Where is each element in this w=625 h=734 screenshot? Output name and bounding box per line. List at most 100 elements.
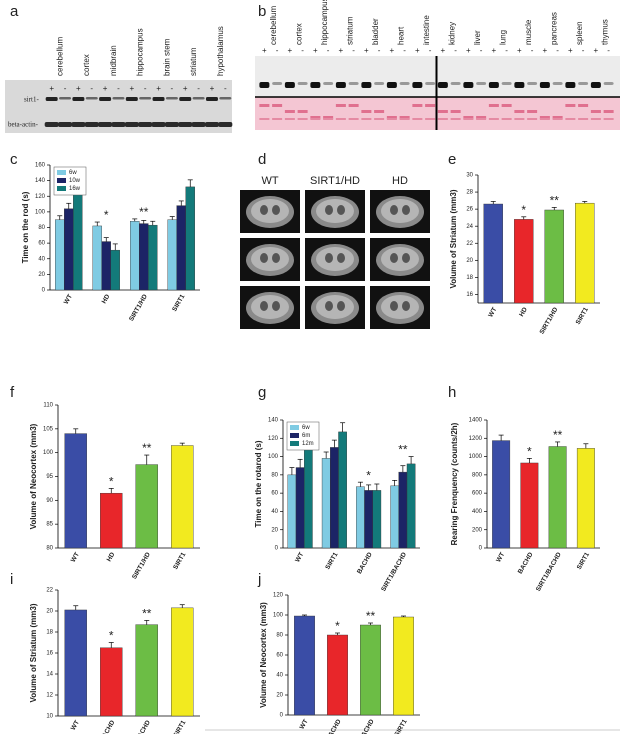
y-tick-label: 20 <box>38 272 45 278</box>
y-tick-label: 1000 <box>469 454 483 460</box>
band <box>565 82 576 88</box>
band <box>191 122 206 127</box>
band <box>112 97 125 100</box>
x-tick-label: BACHD <box>325 718 343 734</box>
bar <box>64 208 74 291</box>
stain-band <box>590 118 601 120</box>
band <box>348 82 359 85</box>
stain-band <box>514 110 525 113</box>
x-tick-label: WT <box>70 551 81 563</box>
error-bar <box>297 458 303 468</box>
x-tick-label: HD <box>518 306 529 318</box>
stain-band <box>272 118 283 120</box>
mri-ventricle <box>325 301 333 311</box>
x-tick-label: SIRT1/HD <box>131 551 152 580</box>
stain-band <box>386 116 397 119</box>
lane-sign: + <box>441 46 446 55</box>
band <box>450 82 461 85</box>
error-bar <box>144 454 150 465</box>
lane-sign: + <box>262 46 267 55</box>
band <box>111 122 126 127</box>
band <box>165 97 178 100</box>
lane-label: lung <box>498 30 507 45</box>
error-bar <box>178 200 184 206</box>
lane-label: liver <box>473 30 482 45</box>
y-tick-label: 90 <box>46 498 53 504</box>
band <box>192 97 205 100</box>
lane-sign: - <box>531 46 534 55</box>
error-bar <box>103 237 109 242</box>
y-tick-label: 26 <box>466 207 473 213</box>
band <box>205 97 218 101</box>
band <box>603 82 614 85</box>
y-tick-label: 200 <box>472 527 483 533</box>
stain-band <box>565 104 576 107</box>
band <box>99 97 112 101</box>
band <box>259 82 270 88</box>
legend-swatch <box>290 433 299 438</box>
y-axis-label: Rearing Frenquency (counts/2h) <box>450 422 459 545</box>
mri-cortex <box>316 295 354 319</box>
band <box>552 82 563 85</box>
mri-ventricle <box>390 205 398 215</box>
y-tick-label: 18 <box>466 275 473 281</box>
mri-ventricle <box>390 253 398 263</box>
panel-label: d <box>258 151 266 168</box>
lane-sign: + <box>129 84 134 93</box>
stain-band <box>361 118 372 120</box>
panel-label: j <box>257 571 261 588</box>
stain-band <box>437 118 448 120</box>
stain-band <box>374 118 385 120</box>
bar <box>287 474 297 549</box>
bar <box>544 209 564 304</box>
y-tick-label: 28 <box>466 190 473 196</box>
band <box>178 122 193 127</box>
panel-label: h <box>448 384 456 401</box>
error-bar <box>401 615 406 617</box>
error-bar <box>335 632 340 635</box>
error-bar <box>521 216 527 220</box>
stain-band <box>539 118 550 120</box>
band <box>59 97 72 100</box>
significance-mark: ** <box>398 443 408 457</box>
error-bar <box>150 220 156 226</box>
error-bar <box>108 642 114 648</box>
error-bar <box>323 451 329 459</box>
band <box>85 97 98 100</box>
band <box>527 82 538 85</box>
band <box>412 82 423 88</box>
error-bar <box>179 604 185 608</box>
band <box>44 122 59 127</box>
bar <box>130 221 140 291</box>
y-tick-label: 100 <box>35 209 46 215</box>
stain-band <box>323 116 334 119</box>
error-bar <box>132 218 138 222</box>
panel-label: b <box>258 3 266 20</box>
band <box>310 82 321 88</box>
bar <box>55 219 65 291</box>
y-tick-label: 80 <box>276 633 283 639</box>
stain-band <box>259 104 270 107</box>
y-tick-label: 100 <box>43 450 54 456</box>
bar <box>171 607 194 717</box>
y-tick-label: 80 <box>46 546 53 552</box>
band <box>84 122 99 127</box>
mri-ventricle <box>325 205 333 215</box>
y-tick-label: 100 <box>273 613 284 619</box>
lane-label: intestine <box>422 15 431 45</box>
error-bar <box>374 483 380 491</box>
legend-label: 10w <box>69 178 81 184</box>
error-bar <box>392 479 398 486</box>
band <box>45 97 58 101</box>
band <box>590 82 601 88</box>
row-label: beta-actin- <box>8 121 39 129</box>
mri-ventricle <box>402 253 410 263</box>
x-tick-label: WT <box>294 551 305 563</box>
x-tick-label: BACHD <box>517 551 535 575</box>
lane-sign: + <box>103 84 108 93</box>
error-bar <box>526 458 532 463</box>
error-bar <box>551 207 557 210</box>
lane-label: thymus <box>600 19 609 45</box>
band <box>152 97 165 101</box>
